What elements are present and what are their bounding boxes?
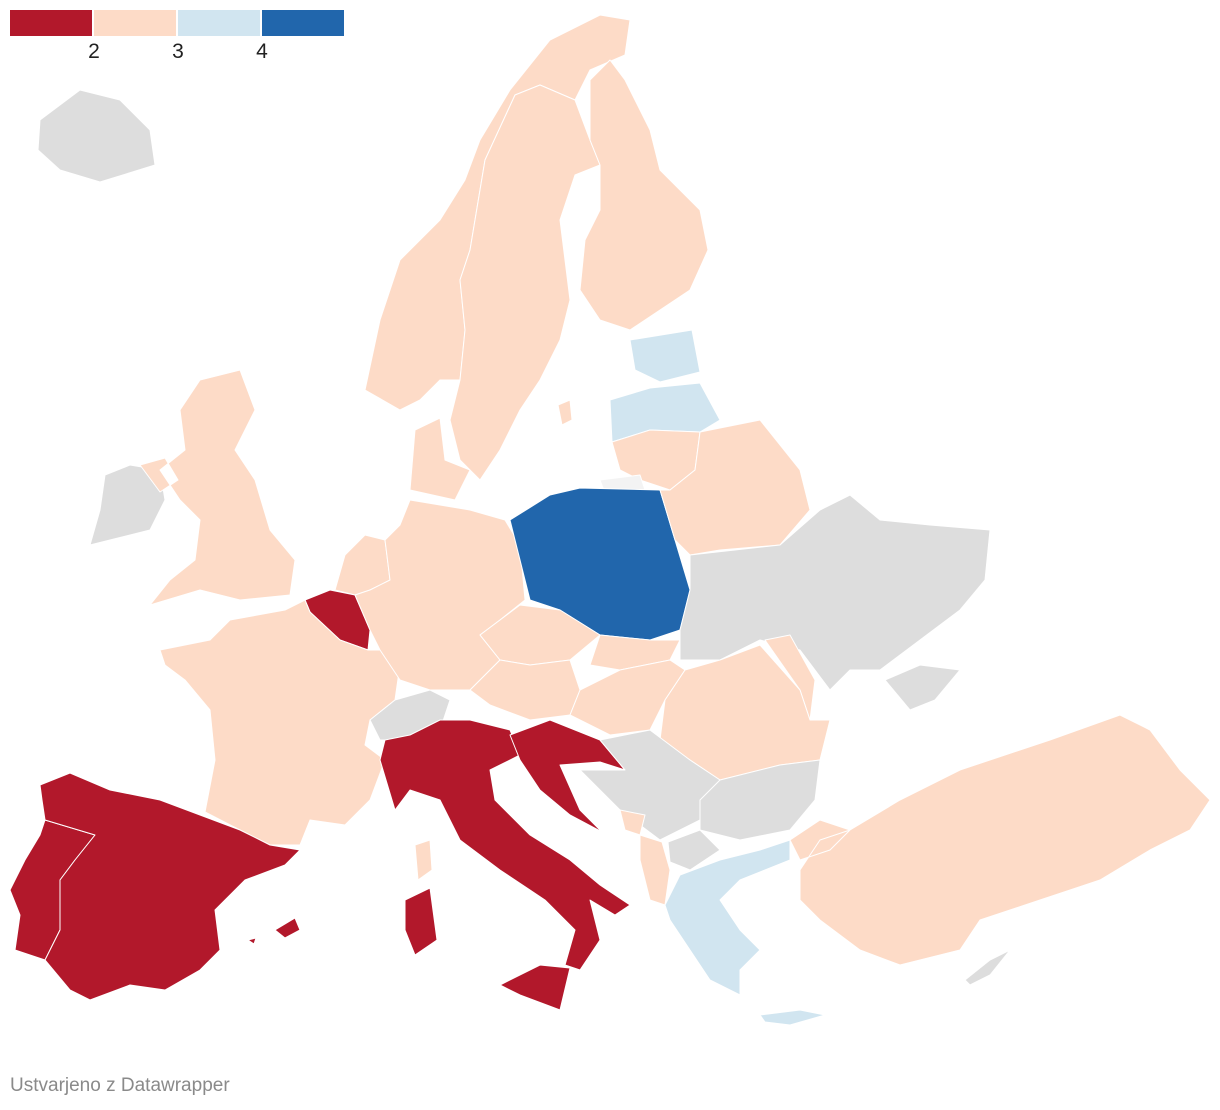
region-GR[interactable] (664, 839, 826, 1026)
region-ES[interactable] (39, 772, 301, 1001)
region-RS-BA[interactable] (579, 729, 721, 841)
region-FI[interactable] (579, 59, 709, 331)
region-TR[interactable] (789, 714, 1211, 966)
legend-tick-3: 3 (172, 40, 184, 63)
region-SE[interactable] (449, 84, 601, 481)
legend-tick-2: 2 (88, 40, 100, 63)
region-SI-HR[interactable] (509, 719, 626, 833)
legend-tick-4: 4 (256, 40, 268, 63)
region-CY[interactable] (964, 949, 1011, 986)
credit-footer[interactable]: Ustvarjeno z Datawrapper (10, 1075, 230, 1096)
region-NO[interactable] (364, 14, 631, 411)
region-MD[interactable] (764, 634, 816, 721)
region-MK[interactable] (667, 829, 721, 871)
region-ME[interactable] (619, 809, 646, 836)
color-legend (10, 10, 344, 36)
legend-swatch-3 (262, 10, 344, 36)
region-IT[interactable] (379, 719, 631, 1011)
region-FR[interactable] (159, 599, 433, 881)
region-UA[interactable] (679, 494, 991, 711)
region-IS[interactable] (37, 89, 156, 183)
legend-swatch-1 (94, 10, 176, 36)
region-DK[interactable] (409, 417, 471, 501)
legend-swatch-0 (10, 10, 92, 36)
region-EE[interactable] (629, 329, 701, 383)
region-AL[interactable] (639, 834, 671, 906)
legend-swatch-2 (178, 10, 260, 36)
region-GB[interactable] (139, 369, 296, 606)
region-BY[interactable] (659, 419, 811, 556)
region-BG[interactable] (699, 759, 821, 841)
